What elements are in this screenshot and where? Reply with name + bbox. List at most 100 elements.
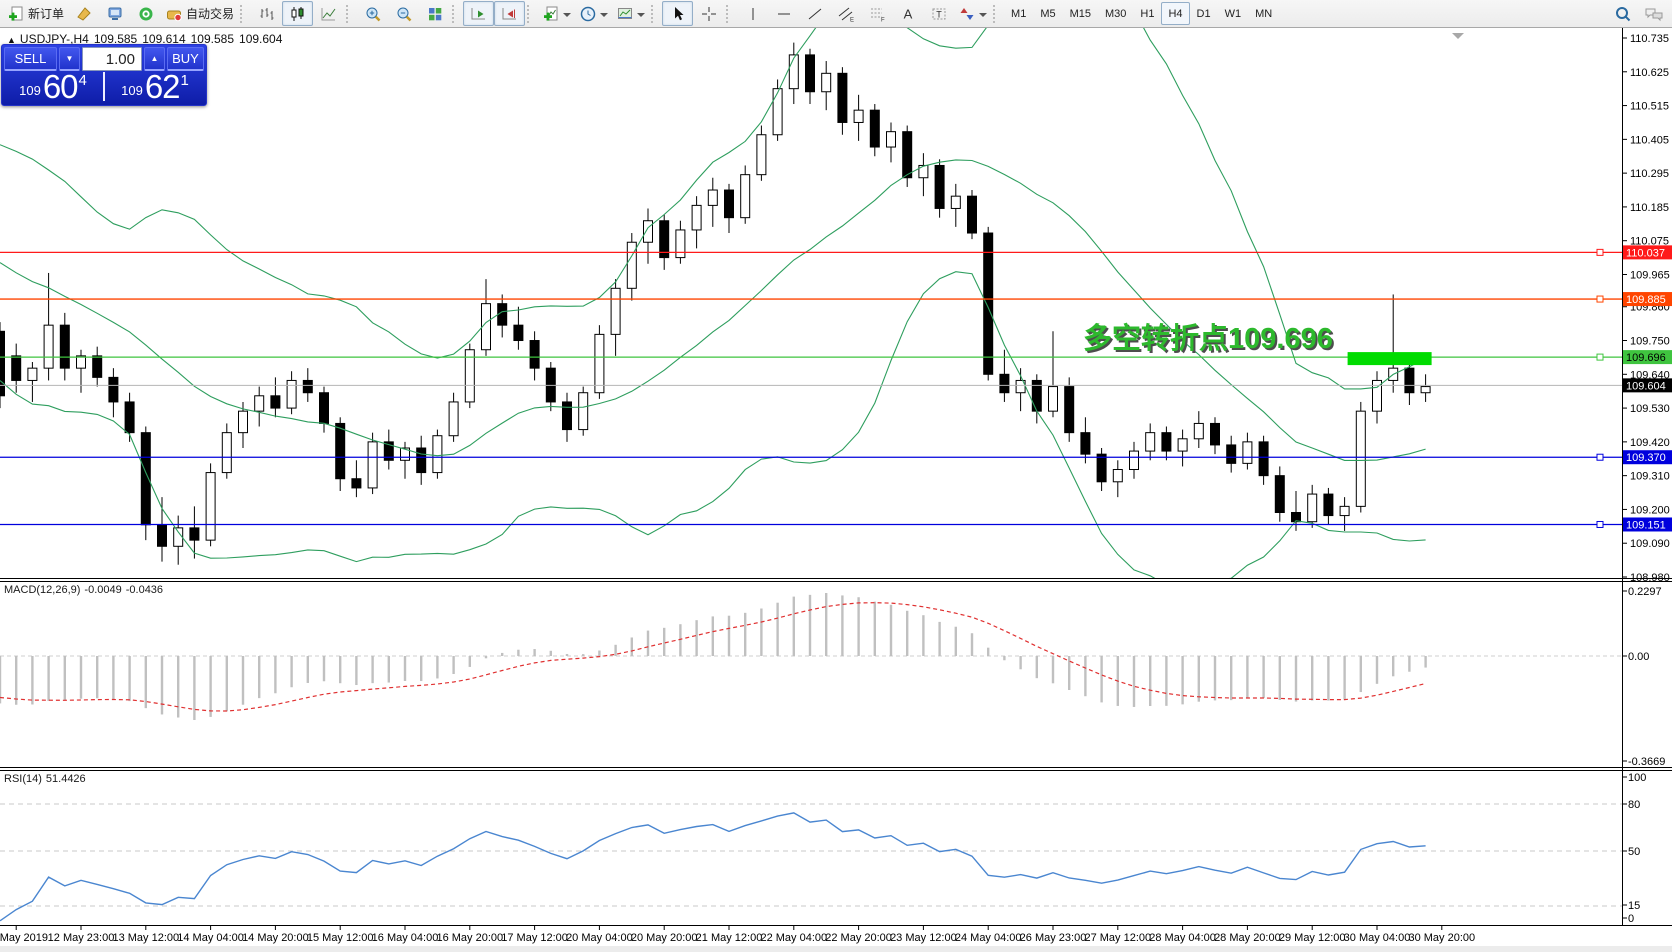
trendline-tool-button[interactable] — [799, 1, 830, 26]
svg-text:109.696: 109.696 — [1626, 352, 1666, 364]
volume-input[interactable] — [82, 47, 142, 71]
horizontal-line-tool-button[interactable] — [768, 1, 799, 26]
svg-text:27 May 12:00: 27 May 12:00 — [1084, 932, 1151, 944]
new-order-label: 新订单 — [28, 7, 65, 21]
timeframe-m15[interactable]: M15 — [1069, 7, 1091, 20]
new-order-button[interactable]: 新订单 — [3, 1, 68, 26]
macd-label: MACD(12,26,9) -0.0049 -0.0436 — [4, 584, 167, 596]
sell-price-big: 60 — [42, 67, 79, 105]
horizontal-line-icon — [777, 13, 790, 14]
templates-button[interactable] — [612, 1, 649, 26]
svg-text:30 May 20:00: 30 May 20:00 — [1408, 932, 1475, 944]
price-divider — [103, 72, 105, 101]
auto-trading-button[interactable]: 自动交易 — [161, 1, 238, 26]
svg-text:16 May 20:00: 16 May 20:00 — [436, 932, 503, 944]
toolbar-grip — [452, 4, 459, 23]
timeframe-m1[interactable]: M1 — [1011, 7, 1027, 20]
gold-wedge-icon — [76, 6, 91, 21]
svg-text:24 May 04:00: 24 May 04:00 — [955, 932, 1022, 944]
line-chart-mode-button[interactable] — [313, 1, 344, 26]
trendline-icon — [808, 8, 821, 19]
rsi-name: RSI(14) — [4, 773, 42, 785]
svg-text:20 May 20:00: 20 May 20:00 — [631, 932, 698, 944]
chart-shift-button[interactable] — [494, 1, 526, 26]
styler-button[interactable] — [68, 1, 99, 26]
vertical-line-tool-button[interactable] — [737, 1, 768, 26]
svg-text:14 May 20:00: 14 May 20:00 — [242, 932, 309, 944]
templates-icon — [618, 7, 633, 19]
svg-text:109.965: 109.965 — [1630, 269, 1670, 281]
periods-button[interactable] — [575, 1, 612, 26]
tile-windows-button[interactable] — [419, 1, 450, 26]
search-button[interactable] — [1607, 1, 1638, 26]
svg-text:12 May 23:00: 12 May 23:00 — [48, 932, 115, 944]
sell-price[interactable]: 109 60 4 — [4, 67, 102, 105]
svg-text:15: 15 — [1628, 900, 1640, 912]
timeframe-h1[interactable]: H1 — [1140, 7, 1155, 20]
crosshair-icon — [701, 6, 716, 21]
volume-increase-button[interactable]: ▲ — [144, 47, 165, 71]
toolbar-grip — [240, 4, 247, 23]
buy-price-big: 62 — [144, 67, 181, 105]
svg-text:21 May 12:00: 21 May 12:00 — [696, 932, 763, 944]
fibonacci-tool-button[interactable]: F — [861, 1, 892, 26]
indicators-icon — [544, 6, 558, 21]
timeframe-m5[interactable]: M5 — [1040, 7, 1056, 20]
svg-text:109.151: 109.151 — [1626, 519, 1666, 531]
volume-decrease-button[interactable]: ▼ — [59, 47, 80, 71]
text-label-tool-button[interactable]: T — [923, 1, 954, 26]
chat-button[interactable] — [1638, 1, 1669, 26]
chart-shift-icon — [502, 7, 516, 19]
svg-text:109.370: 109.370 — [1626, 452, 1666, 464]
timeframe-w1[interactable]: W1 — [1224, 7, 1242, 20]
text-tool-button[interactable]: A — [892, 1, 923, 26]
zoom-in-icon — [366, 7, 380, 21]
bar-chart-icon — [260, 7, 274, 20]
signals-button[interactable] — [130, 1, 161, 26]
timeframe-mn[interactable]: MN — [1255, 7, 1273, 20]
close-value: 109.604 — [239, 32, 283, 46]
collapse-panel-icon[interactable]: ▲ — [7, 35, 16, 45]
buy-button[interactable]: BUY — [167, 47, 204, 71]
svg-text:110.625: 110.625 — [1630, 67, 1669, 79]
auto-trading-label: 自动交易 — [186, 7, 235, 21]
crosshair-tool-button[interactable] — [693, 1, 724, 26]
macd-name: MACD(12,26,9) — [4, 584, 81, 596]
svg-text:110.075: 110.075 — [1630, 236, 1669, 248]
cursor-tool-button[interactable] — [662, 1, 694, 26]
svg-text:14 May 04:00: 14 May 04:00 — [177, 932, 244, 944]
signals-icon — [139, 7, 153, 20]
toolbar-grip — [651, 4, 658, 23]
timeframe-m30[interactable]: M30 — [1105, 7, 1127, 20]
symbol-timeframe-label: USDJPY-,H4 — [19, 32, 89, 46]
sell-button[interactable]: SELL — [4, 47, 57, 71]
ohlc-header: ▲ USDJPY-,H4 109.585 109.614 109.585 109.604 — [7, 32, 287, 46]
arrows-tool-button[interactable] — [954, 1, 991, 26]
svg-text:22 May 04:00: 22 May 04:00 — [760, 932, 827, 944]
svg-text:50: 50 — [1628, 846, 1640, 858]
auto-scroll-button[interactable] — [463, 1, 495, 26]
svg-text:109.640: 109.640 — [1630, 369, 1670, 381]
svg-text:29 May 12:00: 29 May 12:00 — [1279, 932, 1346, 944]
svg-text:0: 0 — [1628, 913, 1634, 925]
svg-text:80: 80 — [1628, 799, 1640, 811]
svg-text:23 May 12:00: 23 May 12:00 — [890, 932, 957, 944]
timeframe-h4[interactable]: H4 — [1161, 2, 1190, 25]
svg-text:E: E — [850, 17, 854, 23]
svg-text:110.037: 110.037 — [1626, 247, 1665, 259]
terminal-button[interactable] — [99, 1, 130, 26]
buy-price[interactable]: 109 62 1 — [106, 67, 204, 105]
arrows-icon — [960, 7, 974, 20]
svg-text:30 May 04:00: 30 May 04:00 — [1344, 932, 1411, 944]
svg-text:-0.3669: -0.3669 — [1628, 756, 1665, 768]
zoom-out-button[interactable] — [388, 1, 419, 26]
indicators-button[interactable] — [538, 1, 575, 26]
channel-tool-button[interactable]: E — [830, 1, 861, 26]
candlestick-mode-button[interactable] — [282, 1, 314, 26]
chart-canvas[interactable]: 110.735 110.625 110.515 110.405 110.295 110.1… — [0, 28, 1672, 952]
toolbar: 新订单 自动交易 — [0, 0, 1672, 28]
bar-chart-mode-button[interactable] — [251, 1, 282, 26]
zoom-in-button[interactable] — [357, 1, 388, 26]
timeframe-d1[interactable]: D1 — [1196, 7, 1211, 20]
